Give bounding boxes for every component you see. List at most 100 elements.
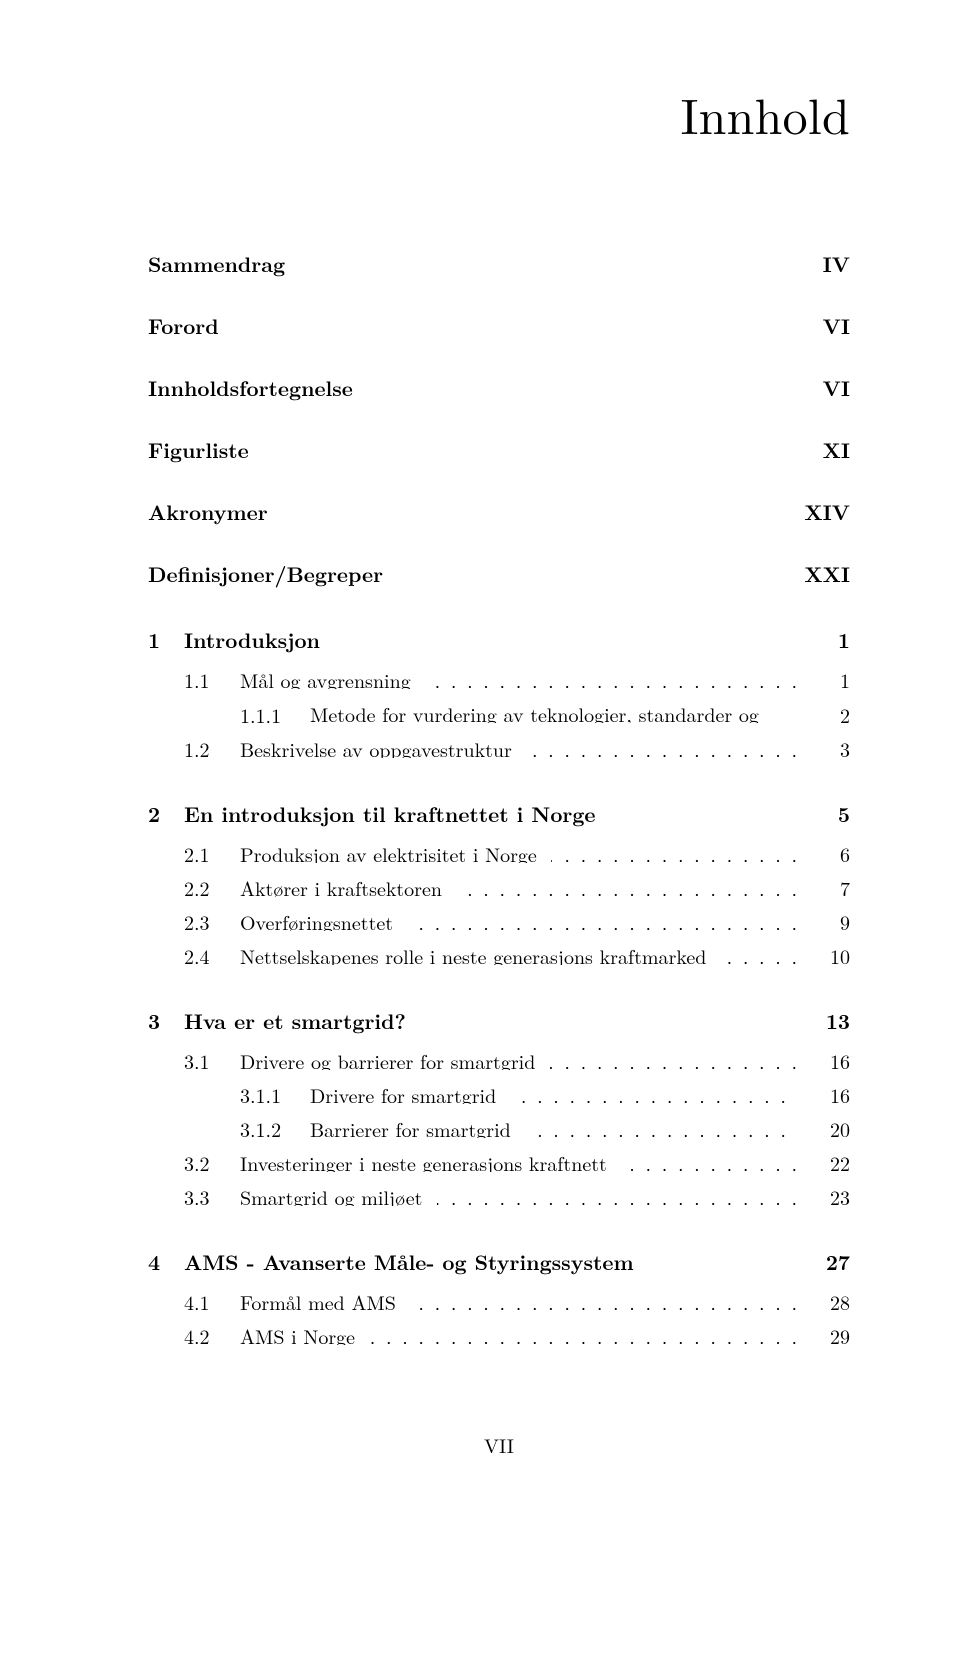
chapter-row: 3Hva er et smartgrid?13	[148, 1006, 850, 1036]
section-row: 2.3Overføringsnettet 9	[148, 907, 850, 936]
subsection-number: 1.1.1	[240, 700, 310, 729]
section-title: AMS i Norge	[240, 1321, 370, 1345]
subsection-page: 2	[796, 700, 850, 729]
leader: Barrierer for smartgrid	[310, 1114, 796, 1138]
section-page: 22	[796, 1148, 850, 1177]
section-number: 2.4	[184, 941, 240, 970]
section-title: Beskrivelse av oppgavestruktur	[240, 734, 527, 758]
front-matter-label: Definisjoner/Begreper	[148, 559, 383, 589]
section-number: 3.1	[184, 1046, 240, 1075]
section-row: 2.4Nettselskapenes rolle i neste generas…	[148, 941, 850, 970]
subsection-row: 3.1.1Drivere for smartgrid 16	[148, 1080, 850, 1109]
front-matter-label: Sammendrag	[148, 249, 285, 279]
chapter-number: 2	[148, 799, 184, 829]
chapter-number: 4	[148, 1247, 184, 1277]
front-matter-row: Figurliste XI	[148, 435, 850, 465]
front-matter-page: IV	[823, 249, 850, 279]
leader: Beskrivelse av oppgavestruktur	[240, 734, 796, 758]
subsection-row: 1.1.1Metode for vurdering av teknologier…	[148, 699, 850, 729]
front-matter-page: VI	[823, 373, 850, 403]
leader: Drivere og barrierer for smartgrid	[240, 1046, 796, 1070]
section-row: 3.3Smartgrid og miljøet 23	[148, 1182, 850, 1211]
footer-page-number: VII	[148, 1430, 850, 1459]
section-row: 4.1Formål med AMS 28	[148, 1287, 850, 1316]
section-row: 1.2Beskrivelse av oppgavestruktur 3	[148, 734, 850, 763]
section-title: Produksjon av elektrisitet i Norge	[240, 839, 551, 863]
front-matter-page: XI	[823, 435, 850, 465]
subsection-number: 3.1.2	[240, 1114, 310, 1143]
leader: Produksjon av elektrisitet i Norge	[240, 839, 796, 863]
front-matter-row: Forord VI	[148, 311, 850, 341]
section-title: Formål med AMS	[240, 1287, 411, 1311]
chapter-row: 1Introduksjon1	[148, 625, 850, 655]
section-title: Smartgrid og miljøet	[240, 1182, 437, 1206]
subsection-title: Barrierer for smartgrid	[310, 1114, 525, 1138]
front-matter-page: XIV	[804, 497, 850, 527]
section-title: Mål og avgrensning	[240, 665, 425, 689]
subsection-number: 3.1.1	[240, 1080, 310, 1109]
section-page: 29	[796, 1321, 850, 1350]
section-title: Overføringsnettet	[240, 907, 408, 931]
leader: Smartgrid og miljøet	[240, 1182, 796, 1206]
section-page: 6	[796, 839, 850, 868]
chapter-title: AMS - Avanserte Måle- og Styringssystem	[184, 1247, 812, 1277]
section-title: Nettselskapenes rolle i neste generasjon…	[240, 941, 721, 965]
chapter-number: 1	[148, 625, 184, 655]
chapter-page: 27	[812, 1247, 850, 1277]
front-matter-row: Innholdsfortegnelse VI	[148, 373, 850, 403]
section-page: 7	[796, 873, 850, 902]
section-page: 16	[796, 1046, 850, 1075]
section-row: 2.1Produksjon av elektrisitet i Norge 6	[148, 839, 850, 868]
section-number: 2.1	[184, 839, 240, 868]
section-page: 10	[796, 941, 850, 970]
page-title: Innhold	[148, 78, 850, 149]
subsection-page: 16	[796, 1080, 850, 1109]
leader: Investeringer i neste generasjons kraftn…	[240, 1148, 796, 1172]
front-matter-row: AkronymerXIV	[148, 497, 850, 527]
section-row: 1.1Mål og avgrensning 1	[148, 665, 850, 694]
section-title: Drivere og barrierer for smartgrid	[240, 1046, 550, 1070]
section-number: 1.2	[184, 734, 240, 763]
leader: Overføringsnettet	[240, 907, 796, 931]
leader: Mål og avgrensning	[240, 665, 796, 689]
leader: Nettselskapenes rolle i neste generasjon…	[240, 941, 796, 965]
leader: Formål med AMS	[240, 1287, 796, 1311]
section-number: 1.1	[184, 665, 240, 694]
subsection-title: Drivere for smartgrid	[310, 1080, 511, 1104]
section-page: 28	[796, 1287, 850, 1316]
front-matter-page: XXI	[804, 559, 850, 589]
chapter-title: Hva er et smartgrid?	[184, 1006, 812, 1036]
section-number: 4.2	[184, 1321, 240, 1350]
section-page: 1	[796, 665, 850, 694]
subsection-row: 3.1.2Barrierer for smartgrid 20	[148, 1114, 850, 1143]
section-number: 3.2	[184, 1148, 240, 1177]
subsection-title: Metode for vurdering av teknologier, sta…	[310, 699, 796, 723]
front-matter-list: Sammendrag IV Forord VI Innholdsfortegnelse V…	[148, 249, 850, 589]
chapter-page: 5	[824, 799, 850, 829]
leader: AMS i Norge	[240, 1321, 796, 1345]
chapter-page: 1	[824, 625, 850, 655]
section-row: 3.1Drivere og barrierer for smartgrid 16	[148, 1046, 850, 1075]
chapter-page: 13	[812, 1006, 850, 1036]
section-row: 3.2Investeringer i neste generasjons kra…	[148, 1148, 850, 1177]
front-matter-row: Definisjoner/Begreper XXI	[148, 559, 850, 589]
chapter-title: Introduksjon	[184, 625, 824, 655]
section-title: Aktører i kraftsektoren	[240, 873, 457, 897]
front-matter-page: VI	[823, 311, 850, 341]
chapter-row: 4AMS - Avanserte Måle- og Styringssystem…	[148, 1247, 850, 1277]
leader: Metode for vurdering av teknologier, sta…	[310, 699, 796, 723]
section-page: 23	[796, 1182, 850, 1211]
toc-body: 1Introduksjon11.1Mål og avgrensning 11.1…	[148, 625, 850, 1350]
front-matter-label: Figurliste	[148, 435, 249, 465]
section-title: Investeringer i neste generasjons kraftn…	[240, 1148, 621, 1172]
section-number: 4.1	[184, 1287, 240, 1316]
front-matter-label: Innholdsfortegnelse	[148, 373, 353, 403]
chapter-row: 2En introduksjon til kraftnettet i Norge…	[148, 799, 850, 829]
front-matter-row: Sammendrag IV	[148, 249, 850, 279]
leader: Drivere for smartgrid	[310, 1080, 796, 1104]
section-row: 2.2Aktører i kraftsektoren 7	[148, 873, 850, 902]
front-matter-label: Forord	[148, 311, 219, 341]
section-page: 9	[796, 907, 850, 936]
section-number: 2.3	[184, 907, 240, 936]
chapter-title: En introduksjon til kraftnettet i Norge	[184, 799, 824, 829]
